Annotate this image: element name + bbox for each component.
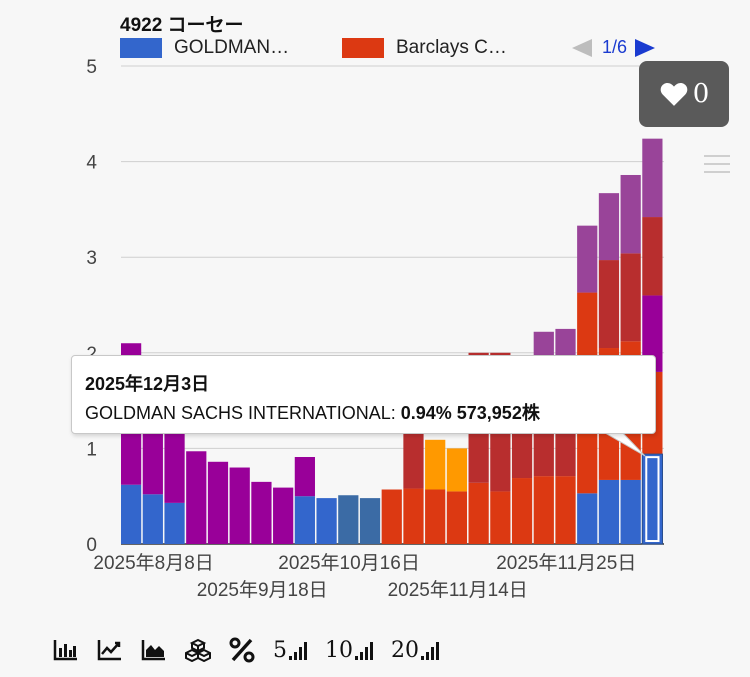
- bar-segment: [446, 448, 468, 492]
- bar-segment: [598, 260, 620, 349]
- bar-segment: [273, 487, 294, 544]
- bar-segment: [294, 457, 315, 497]
- bar-segment: [555, 476, 576, 544]
- legend-item-goldman[interactable]: GOLDMAN…: [120, 37, 289, 59]
- bar-segment: [533, 476, 554, 544]
- chart-title: 4922 コーセー: [120, 15, 244, 36]
- prev-page-icon[interactable]: [572, 38, 592, 57]
- bar-segment: [425, 439, 446, 490]
- bar-segment: [338, 495, 359, 544]
- bar-segment: [425, 489, 446, 544]
- bar-segment: [359, 498, 381, 544]
- bar-segment: [620, 253, 641, 342]
- menu-icon[interactable]: [704, 155, 730, 179]
- toolbar: 5 10 20: [53, 636, 457, 664]
- bar-segment: [620, 174, 641, 254]
- bar-segment: [490, 491, 511, 544]
- top20-label: 20: [391, 637, 419, 663]
- like-count: 0: [692, 79, 710, 109]
- x-tick-label: 2025年10月16日: [278, 552, 420, 574]
- y-tick-label: 2: [86, 344, 97, 365]
- tooltip: 2025年12月3日 GOLDMAN SACHS INTERNATIONAL: …: [71, 355, 656, 434]
- top20-tool[interactable]: 20: [391, 636, 439, 664]
- bar-segment: [294, 496, 315, 544]
- bar-segment: [642, 217, 663, 296]
- y-tick-label: 5: [86, 57, 97, 78]
- bar-segment: [620, 479, 641, 544]
- highlighted-bar-outline: [645, 456, 660, 542]
- highlighted-bar-border: [641, 453, 664, 545]
- tooltip-value: 0.94% 573,952株: [400, 403, 540, 423]
- y-tick-label: 3: [86, 248, 97, 269]
- tooltip-series: GOLDMAN SACHS INTERNATIONAL:: [85, 403, 401, 423]
- bar-segment: [446, 491, 468, 544]
- legend-pager: 1/6: [572, 37, 656, 58]
- line-chart-tool-icon[interactable]: [97, 636, 123, 664]
- bar-segment: [164, 502, 185, 544]
- heart-icon: [660, 83, 688, 106]
- top10-label: 10: [325, 637, 353, 663]
- legend-item-barclays[interactable]: Barclays C…: [342, 37, 507, 59]
- like-button[interactable]: 0: [639, 61, 729, 127]
- bar-segment: [316, 498, 337, 544]
- area-chart-tool-icon[interactable]: [141, 636, 167, 664]
- top10-tool[interactable]: 10: [325, 636, 373, 664]
- bar-segment: [229, 467, 250, 544]
- bar-segment: [598, 193, 620, 261]
- signal-bars-icon: [289, 640, 307, 660]
- legend-swatch-red: [342, 38, 384, 58]
- bar-segment: [577, 225, 598, 293]
- signal-bars-icon: [421, 640, 439, 660]
- x-tick-label: 2025年9月18日: [197, 579, 328, 601]
- legend-page-indicator: 1/6: [602, 37, 628, 57]
- bar-segment: [511, 478, 533, 544]
- x-tick-label: 2025年11月25日: [496, 552, 636, 574]
- stack-tool-icon[interactable]: [185, 636, 211, 664]
- next-page-icon[interactable]: [635, 38, 656, 57]
- bar-segment: [642, 454, 663, 544]
- bar-segment: [468, 482, 489, 544]
- legend-swatch-blue: [120, 38, 162, 58]
- bar-segment: [381, 489, 402, 544]
- legend-label: GOLDMAN…: [174, 37, 290, 58]
- x-tick-label: 2025年8月8日: [93, 552, 213, 574]
- bar-segment: [251, 481, 272, 544]
- bar-segment: [186, 451, 207, 544]
- x-tick-label: 2025年11月14日: [388, 579, 528, 601]
- bar-chart-tool-icon[interactable]: [53, 636, 79, 664]
- tooltip-date: 2025年12月3日: [85, 374, 210, 394]
- tooltip-line: GOLDMAN SACHS INTERNATIONAL: 0.94% 573,9…: [85, 399, 540, 425]
- legend-label: Barclays C…: [396, 37, 507, 58]
- bar-segment: [142, 494, 163, 544]
- bar-segment: [207, 461, 229, 544]
- top5-tool[interactable]: 5: [273, 636, 307, 664]
- top5-label: 5: [273, 637, 287, 663]
- y-tick-label: 4: [86, 153, 97, 174]
- signal-bars-icon: [355, 640, 373, 660]
- bar-segment: [121, 484, 142, 544]
- bar-segment: [403, 488, 424, 544]
- bar-segment: [577, 493, 598, 544]
- bar-segment: [642, 138, 663, 218]
- y-tick-label: 0: [86, 535, 97, 556]
- y-tick-label: 1: [86, 439, 97, 460]
- bar-segment: [598, 479, 620, 544]
- percent-tool-icon[interactable]: [229, 636, 255, 664]
- bar-segment: [642, 295, 663, 372]
